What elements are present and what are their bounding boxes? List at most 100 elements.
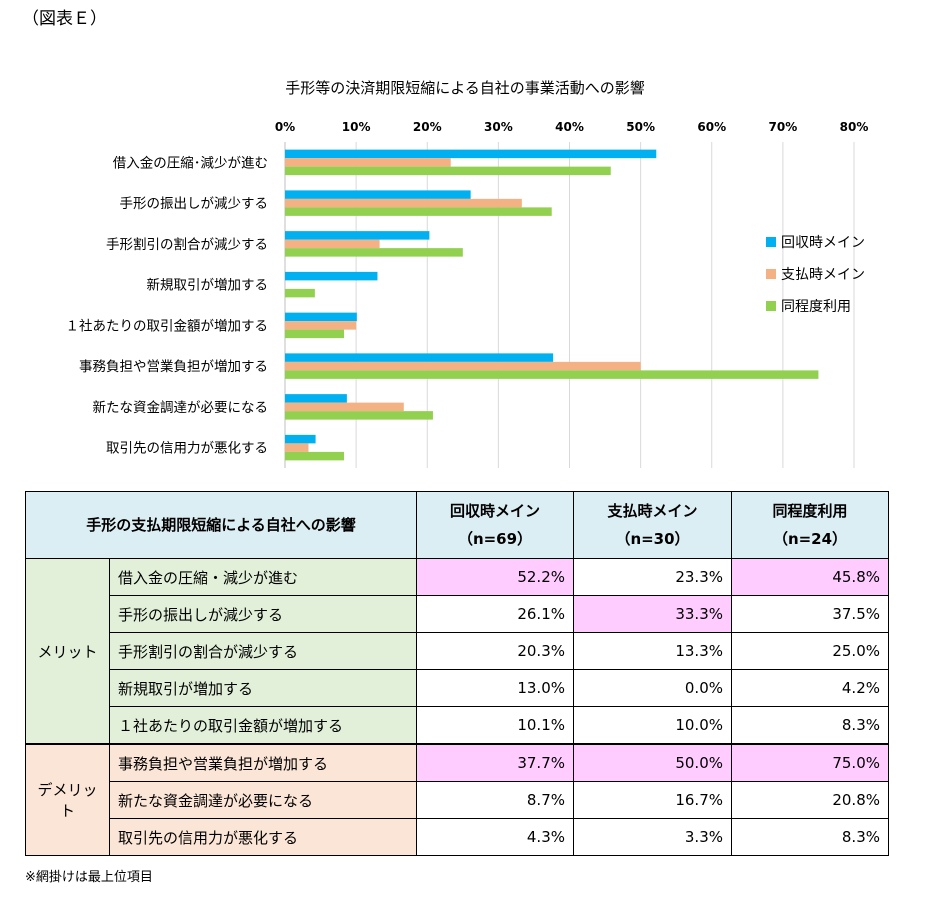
row-label: 手形割引の割合が減少する <box>109 632 417 670</box>
merit-group-label: メリット <box>25 558 110 745</box>
cell-value: 23.3% <box>573 558 732 596</box>
bar <box>285 271 378 281</box>
cell-value: 26.1% <box>416 595 574 633</box>
cell-value: 10.0% <box>573 706 732 745</box>
x-tick-label: 20% <box>413 120 442 134</box>
table-header-title: 手形の支払期限短縮による自社への影響 <box>25 491 417 559</box>
cell-value: 0.0% <box>573 669 732 707</box>
bar <box>285 353 554 362</box>
x-tick-label: 0% <box>275 120 295 134</box>
bar <box>285 231 430 240</box>
row-label: １社あたりの取引金額が増加する <box>109 706 417 745</box>
bar <box>285 149 657 159</box>
legend-swatch <box>766 237 776 247</box>
bar <box>285 288 315 298</box>
cell-value: 45.8% <box>731 558 889 596</box>
category-labels: 借入金の圧縮･減少が進む手形の振出しが減少する手形割引の割合が減少する新規取引が… <box>66 154 269 456</box>
cell-value: 25.0% <box>731 632 889 670</box>
category-label: 事務負担や営業負担が増加する <box>79 359 268 375</box>
footnote: ※網掛けは最上位項目 <box>25 870 153 885</box>
bar <box>285 312 357 322</box>
table-row: 新たな資金調達が必要になる 8.7% 16.7% 20.8% <box>26 781 889 819</box>
bar <box>285 329 345 339</box>
row-label: 新規取引が増加する <box>109 669 417 707</box>
row-label: 事務負担や営業負担が増加する <box>109 743 417 782</box>
legend-label: 回収時メイン <box>781 235 865 251</box>
bar <box>285 158 451 167</box>
row-label: 借入金の圧縮・減少が進む <box>109 558 417 596</box>
bar <box>285 198 522 208</box>
bar <box>285 239 380 249</box>
row-label: 新たな資金調達が必要になる <box>109 781 417 819</box>
bar <box>285 166 611 176</box>
cell-value: 75.0% <box>731 743 889 782</box>
category-label: 借入金の圧縮･減少が進む <box>113 154 268 171</box>
cell-value: 16.7% <box>573 781 732 819</box>
x-tick-label: 60% <box>697 120 726 134</box>
cell-value: 3.3% <box>573 818 732 856</box>
cell-value: 37.5% <box>731 595 889 633</box>
table-row: デメリット 事務負担や営業負担が増加する 37.7% 50.0% 75.0% <box>25 743 889 856</box>
cell-value: 4.2% <box>731 669 889 707</box>
category-label: １社あたりの取引金額が増加する <box>66 318 269 334</box>
table-row: 手形割引の割合が減少する 20.3% 13.3% 25.0% <box>26 632 889 670</box>
x-tick-label: 30% <box>484 120 513 134</box>
bar <box>285 248 463 257</box>
bar <box>285 434 316 444</box>
cell-value: 33.3% <box>573 595 732 633</box>
x-tick-label: 50% <box>626 120 655 134</box>
category-label: 手形割引の割合が減少する <box>106 236 268 253</box>
cell-value: 13.3% <box>573 632 732 670</box>
x-tick-label: 70% <box>769 120 798 134</box>
cell-value: 20.8% <box>731 781 889 819</box>
category-label: 手形の振出しが減少する <box>120 195 269 212</box>
bar <box>285 361 641 371</box>
bar <box>285 402 404 412</box>
cell-value: 8.3% <box>731 706 889 745</box>
legend-label: 同程度利用 <box>781 299 851 315</box>
cell-value: 20.3% <box>416 632 574 670</box>
bar <box>285 370 819 379</box>
cell-value: 52.2% <box>416 558 574 596</box>
legend-swatch <box>766 301 776 311</box>
row-label: 取引先の信用力が悪化する <box>109 818 417 856</box>
chart-title: 手形等の決済期限短縮による自社の事業活動への影響 <box>285 79 645 97</box>
category-label: 新規取引が増加する <box>147 278 269 294</box>
cell-value: 13.0% <box>416 669 574 707</box>
bar <box>285 411 433 420</box>
summary-table: 手形の支払期限短縮による自社への影響 回収時メイン （n=69） 支払時メイン （n… <box>25 491 889 856</box>
category-label: 取引先の信用力が悪化する <box>106 441 268 457</box>
bar <box>285 394 347 403</box>
x-tick-label: 40% <box>555 120 584 134</box>
bar-chart: 手形等の決済期限短縮による自社の事業活動への影響 0% 10% 20% 30% 40% 5… <box>66 79 869 468</box>
row-label: 手形の振出しが減少する <box>109 595 417 633</box>
legend-swatch <box>766 269 776 279</box>
bar <box>285 451 345 461</box>
table-row: １社あたりの取引金額が増加する 10.1% 10.0% 8.3% <box>26 706 889 745</box>
cell-value: 8.7% <box>416 781 574 819</box>
table-row: 手形の振出しが減少する 26.1% 33.3% 37.5% <box>26 595 889 633</box>
cell-value: 4.3% <box>416 818 574 856</box>
table-header-col3: 同程度利用 （n=24） <box>731 491 889 559</box>
table-row: 取引先の信用力が悪化する 4.3% 3.3% 8.3% <box>26 818 889 856</box>
table-row: 新規取引が増加する 13.0% 0.0% 4.2% <box>26 669 889 707</box>
bar <box>285 321 357 330</box>
bars <box>285 149 819 461</box>
figure-label: （図表Ｅ） <box>22 9 107 29</box>
table-header-row: 手形の支払期限短縮による自社への影響 回収時メイン （n=69） 支払時メイン （n… <box>25 491 889 559</box>
x-axis-ticks: 0% 10% 20% 30% 40% 50% 60% 70% 80% <box>275 120 869 134</box>
category-label: 新たな資金調達が必要になる <box>93 400 269 416</box>
bar <box>285 190 471 199</box>
cell-value: 10.1% <box>416 706 574 745</box>
table-header-col1: 回収時メイン （n=69） <box>416 491 574 559</box>
bar <box>285 443 309 452</box>
x-tick-label: 10% <box>342 120 371 134</box>
table-header-col2: 支払時メイン （n=30） <box>573 491 732 559</box>
demerit-group-label: デメリット <box>25 743 110 856</box>
x-tick-label: 80% <box>840 120 869 134</box>
legend-label: 支払時メイン <box>781 267 865 283</box>
table-row: メリット 借入金の圧縮・減少が進む 52.2% 23.3% 45.8% <box>25 558 889 745</box>
bar <box>285 207 552 216</box>
cell-value: 8.3% <box>731 818 889 856</box>
